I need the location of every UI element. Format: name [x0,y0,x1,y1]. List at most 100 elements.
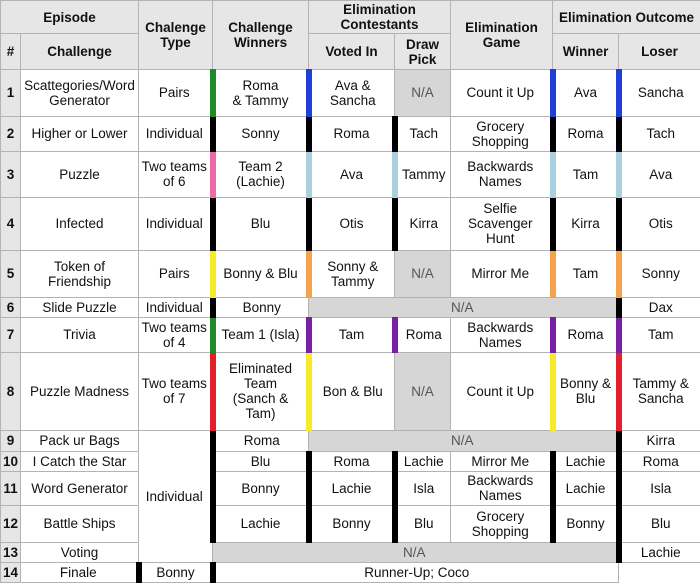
outcome-winner-cell: Lachie [549,470,620,507]
winners-cell: Bonny & Blu [209,249,310,299]
game-cell: Selfie Scavenger Hunt [450,197,554,251]
winners-cell: Blu [209,450,310,472]
outcome-winner-cell: Kirra [549,197,620,251]
episode-number: 9 [0,430,21,452]
winners-cell: Roma & Tammy [209,68,310,118]
voted-in-cell: Bon & Blu [305,351,396,432]
header-voted-in: Voted In [308,33,396,70]
draw-pick-cell: Tach [391,116,452,152]
na-span-cell: N/A [308,297,620,319]
outcome-loser-cell: Tam [615,317,700,353]
challenge-cell: I Catch the Star [19,450,140,472]
game-cell: Count it Up [450,351,554,432]
winners-cell: Blu [209,197,310,251]
voted-in-cell: Bonny [305,505,396,543]
outcome-loser-cell: Isla [615,470,700,507]
outcome-winner-cell: Roma [549,317,620,353]
episode-number: 5 [0,249,21,299]
draw-pick-cell: Isla [391,470,452,507]
draw-pick-cell: Kirra [391,197,452,251]
challenge-cell: Trivia [19,317,140,353]
challenge-cell: Puzzle [19,150,140,199]
outcome-loser-cell: Kirra [615,430,700,452]
draw-pick-cell: N/A [394,249,452,299]
draw-pick-cell: Tammy [391,150,452,199]
draw-pick-cell: Roma [391,317,452,353]
challenge-cell: Battle Ships [19,505,140,543]
game-cell: Backwards Names [450,317,554,353]
header-challenge-type: Chalenge Type [138,0,214,70]
header-loser: Loser [618,33,700,70]
header-challenge: Challenge [19,33,140,70]
episode-number: 10 [0,450,21,472]
challenge-cell: Finale [19,561,140,583]
header-challenge-winners: Challenge Winners [212,0,310,70]
voted-in-cell: Ava & Sancha [305,68,396,118]
table-row: 7 Trivia Two teams of 4 Team 1 (Isla) Ta… [0,317,700,353]
game-cell: Grocery Shopping [450,505,554,543]
game-cell: Backwards Names [450,470,554,507]
outcome-winner-cell: Bonny [549,505,620,543]
challenge-cell: Word Generator [19,470,140,507]
challenge-cell: Pack ur Bags [19,430,140,452]
na-span-cell: N/A [212,541,620,563]
draw-pick-cell: N/A [394,351,452,432]
type-cell: Pairs [138,249,214,299]
draw-pick-cell: Blu [391,505,452,543]
game-cell: Grocery Shopping [450,116,554,152]
table-row: 2 Higher or Lower Individual Sonny Roma … [0,116,700,152]
outcome-winner-cell: Lachie [549,450,620,472]
na-span-cell: N/A [308,430,620,452]
type-cell: Individual [138,197,214,251]
header-episode: Episode [0,0,140,35]
voted-in-cell: Lachie [305,470,396,507]
table-row: 9 Pack ur Bags Individual Roma N/A Kirra [0,430,700,563]
outcome-loser-cell: Sancha [615,68,700,118]
voted-in-cell: Tam [305,317,396,353]
voted-in-cell: Roma [305,450,396,472]
episode-number: 6 [0,297,21,319]
winners-cell: Eliminated Team (Sanch & Tam) [209,351,310,432]
episode-number: 2 [0,116,21,152]
challenge-cell: Slide Puzzle [19,297,140,319]
voted-in-cell: Ava [305,150,396,199]
table-row: 4 Infected Individual Blu Otis Kirra Sel… [0,197,700,251]
game-cell: Mirror Me [450,450,554,472]
outcome-winner-cell: Tam [549,249,620,299]
type-cell: Two teams of 7 [138,351,214,432]
draw-pick-cell: Lachie [391,450,452,472]
type-cell-individual: Individual [138,430,214,563]
table-row: 5 Token of Friendship Pairs Bonny & Blu … [0,249,700,299]
table-row: 8 Puzzle Madness Two teams of 7 Eliminat… [0,351,700,432]
header-elimination-outcome: Elimination Outcome [552,0,700,35]
winners-cell: Team 1 (Isla) [209,317,310,353]
table-row: 13 Voting N/A Lachie [0,541,700,563]
outcome-loser-cell: Blu [615,505,700,543]
draw-pick-cell: N/A [394,68,452,118]
episode-number: 12 [0,505,21,543]
outcome-winner-cell: Roma [549,116,620,152]
table-row: 3 Puzzle Two teams of 6 Team 2 (Lachie) … [0,150,700,199]
outcome-loser-cell: Otis [615,197,700,251]
episode-number: 7 [0,317,21,353]
outcome-loser-cell: Lachie [615,541,700,563]
game-cell: Count it Up [450,68,554,118]
challenge-cell: Token of Friendship [19,249,140,299]
type-cell: Individual [138,116,214,152]
header-draw-pick: Draw Pick [394,33,452,70]
finale-note-cell: Runner-Up; Coco [209,561,620,583]
episode-number: 14 [0,561,21,583]
outcome-loser-cell: Tach [615,116,700,152]
header-elimination-game: Elimination Game [450,0,554,70]
outcome-winner-cell: Ava [549,68,620,118]
table-row: 10 I Catch the Star Blu Roma Lachie Mirr… [0,450,700,472]
table-row: 12 Battle Ships Lachie Bonny Blu Grocery… [0,505,700,543]
challenge-cell: Higher or Lower [19,116,140,152]
winners-cell: Roma [209,430,310,452]
outcome-loser-cell: Dax [615,297,700,319]
outcome-loser-cell: Ava [615,150,700,199]
episode-number: 4 [0,197,21,251]
winners-cell: Team 2 (Lachie) [209,150,310,199]
outcome-winner-cell: Tam [549,150,620,199]
type-cell: Pairs [138,68,214,118]
